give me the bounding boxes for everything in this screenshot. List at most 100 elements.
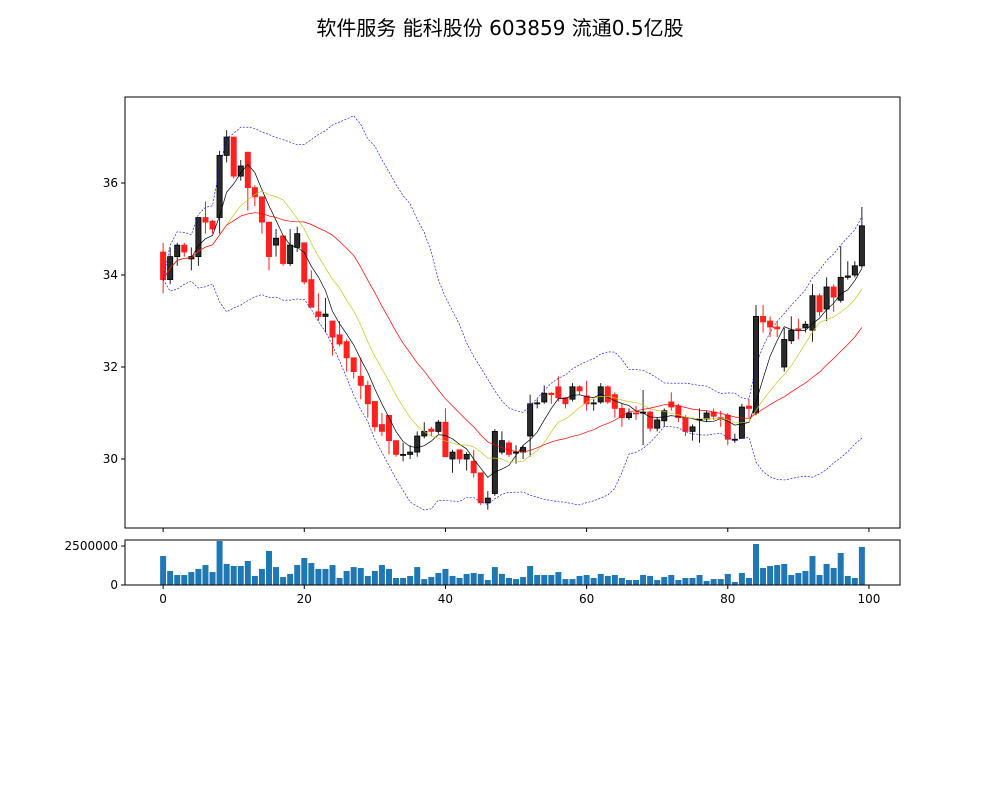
candle-down [795,318,802,340]
candle-down [477,472,484,506]
candle-up [738,403,745,439]
candle-body [816,295,823,313]
volume-bar [795,572,802,585]
volume-bar [463,573,470,585]
candle-body [301,242,308,283]
volume-bar [583,575,590,585]
candle-body [244,151,251,189]
candle-down [378,413,385,437]
volume-bar [809,555,816,585]
candle-up [498,431,505,455]
volume-bar [851,577,858,585]
candle-up [322,298,329,333]
candle-body [273,237,280,246]
candle-up [640,390,647,446]
candle-down [251,185,258,207]
candle-down [682,415,689,437]
candle-up [788,316,795,345]
candle-body [498,440,505,453]
volume-bar [816,575,823,585]
main-axes-frame [124,96,901,529]
candle-up [731,433,738,443]
candle-body [534,402,541,405]
volume-bar [576,575,583,585]
x-tick-label: 60 [579,592,594,606]
candle-body [767,320,774,328]
candle-up [484,491,491,510]
x-tick-label: 100 [857,592,880,606]
volume-bar [837,553,844,585]
ma5-line [162,163,863,478]
candle-down [364,380,371,418]
candle-up [569,383,576,402]
candle-body [336,334,343,345]
candle-body [470,460,477,474]
candle-up [858,206,865,269]
volume-bar [802,570,809,585]
candle-up [809,284,816,342]
volume-bar [717,579,724,585]
volume-bar [724,573,731,585]
volume-bar [513,579,520,585]
candle-down [301,242,308,285]
x-tick-label: 40 [438,592,453,606]
candle-down [428,426,435,437]
candle-up [823,277,830,322]
volume-bar [753,543,760,585]
candle-up [703,410,710,423]
volume-bar [562,579,569,585]
volume-bar [520,577,527,585]
volume-bar [647,575,654,585]
volume-bar [280,577,287,585]
candle-body [230,136,237,177]
volume-bar [675,580,682,585]
candle-down [604,385,611,404]
candle-body [858,225,865,267]
volume-bar [237,565,244,585]
candle-body [160,251,167,281]
candle-down [202,201,209,234]
candle-body [280,235,287,264]
candle-down [343,339,350,372]
candle-down [611,392,618,418]
candle-body [322,313,329,317]
candle-body [216,155,223,218]
volume-bar [244,560,251,585]
volume-bar [830,567,837,585]
candle-down [371,401,378,432]
volume-bar [223,563,230,585]
candle-body [456,449,463,460]
candle-up [463,452,470,471]
candle-down [393,440,400,457]
candle-body [428,428,435,432]
volume-bar [414,567,421,585]
volume-bar [357,567,364,585]
candle-down [633,406,640,420]
volume-bar [294,565,301,585]
candle-body [781,339,788,368]
candle-up [534,399,541,409]
candle-up [541,385,548,404]
candle-body [357,375,364,386]
candle-body [308,279,315,308]
volume-bar [435,572,442,585]
volume-bar [654,580,661,585]
volume-bar [661,577,668,585]
volume-bar [604,575,611,585]
volume-bar [498,573,505,585]
x-tick-label: 80 [720,592,735,606]
candle-body [830,286,837,298]
volume-bar [477,573,484,585]
volume-bar [188,572,195,585]
candle-body [209,220,216,230]
candle-down [315,293,322,322]
volume-bar [548,575,555,585]
volume-bar [738,572,745,585]
candle-body [491,431,498,494]
volume-bar [343,570,350,585]
candle-body [809,295,816,331]
candle-body [251,187,258,198]
volume-bar [731,582,738,585]
candle-body [618,408,625,419]
candle-up [414,431,421,457]
